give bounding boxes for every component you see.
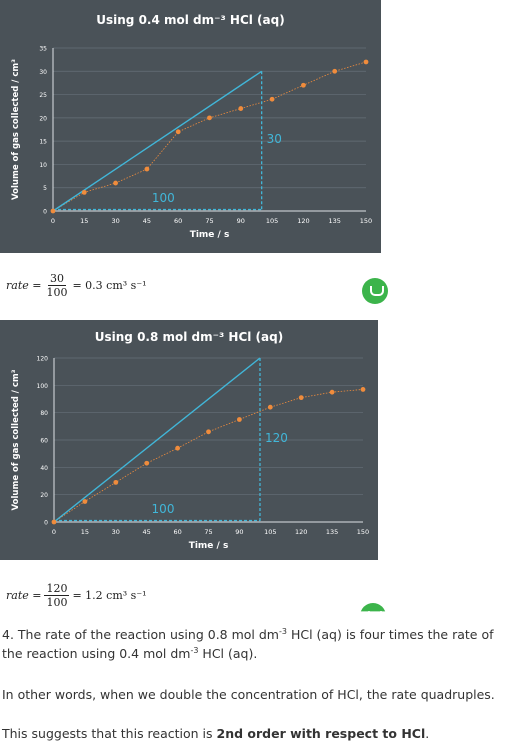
x-tick-label: 75 — [205, 217, 213, 225]
data-point — [329, 389, 335, 395]
data-point — [206, 429, 211, 435]
fraction-numerator: 120 — [44, 582, 70, 596]
fraction-numerator: 30 — [47, 272, 66, 286]
x-tick-label: 120 — [295, 528, 307, 536]
data-point — [175, 129, 181, 135]
x-tick-label: 105 — [264, 528, 276, 536]
rate-formula-2: rate = 120 100 = 1.2 cm³ s⁻¹ — [6, 582, 147, 609]
trend-line — [53, 389, 364, 523]
y-tick-label: 120 — [37, 356, 49, 363]
data-point — [238, 106, 244, 111]
y-tick-label: 10 — [39, 162, 47, 169]
y-tick-label: 0 — [44, 520, 48, 527]
data-point — [113, 180, 118, 186]
data-point — [82, 499, 88, 504]
triangle-base-label: 100 — [152, 502, 175, 516]
formula-prefix: rate = — [6, 279, 42, 292]
data-point — [51, 519, 57, 525]
x-axis-label: Time / s — [189, 541, 229, 551]
data-point — [363, 59, 369, 65]
conclusion-paragraph: 4. The rate of the reaction using 0.8 mo… — [2, 626, 494, 661]
chart-2: Using 0.8 mol dm⁻³ HCl (aq) 0 20 40 60 80 100 1… — [11, 330, 369, 551]
trend-line — [52, 61, 367, 212]
y-tick-label: 0 — [43, 209, 47, 216]
formula-result: = 1.2 cm³ s⁻¹ — [72, 589, 147, 602]
data-point — [269, 96, 275, 102]
x-tick-label: 90 — [235, 528, 243, 536]
chart-1: Using 0.4 mol dm⁻³ HCl (aq) 0 5 10 15 20 25 30 3… — [11, 13, 372, 240]
order-conclusion-paragraph: This suggests that this reaction is 2nd … — [2, 726, 430, 741]
chat-icon[interactable] — [362, 278, 388, 304]
x-tick-label: 60 — [173, 528, 181, 536]
chart-panel-1: Using 0.4 mol dm⁻³ HCl (aq) 0 5 10 15 20 25 30 3… — [0, 0, 381, 253]
data-point — [207, 115, 212, 121]
fraction: 30 100 — [44, 272, 69, 299]
x-tick-label: 15 — [81, 528, 89, 536]
data-point — [298, 395, 304, 401]
data-point — [175, 445, 181, 451]
tangent-line — [52, 70, 263, 212]
x-tick-label: 60 — [174, 217, 182, 225]
x-tick-label: 45 — [143, 217, 151, 225]
data-point — [50, 208, 56, 214]
triangle-height-label: 30 — [267, 132, 282, 146]
explanation-paragraph: In other words, when we double the conce… — [2, 687, 495, 702]
data-point — [332, 68, 338, 74]
formula-result: = 0.3 cm³ s⁻¹ — [72, 279, 147, 292]
x-tick-label: 0 — [51, 217, 55, 225]
x-tick-label: 105 — [266, 217, 278, 225]
x-tick-label: 30 — [112, 528, 120, 536]
y-tick-label: 100 — [37, 383, 49, 390]
fraction-denominator: 100 — [46, 286, 68, 299]
chart-title: Using 0.4 mol dm⁻³ HCl (aq) — [96, 13, 284, 27]
x-tick-label: 120 — [297, 217, 309, 225]
y-axis-label: Volume of gas collected / cm³ — [11, 369, 21, 510]
y-tick-label: 80 — [40, 410, 48, 417]
y-tick-label: 35 — [39, 46, 47, 53]
triangle-height-label: 120 — [265, 431, 288, 445]
data-point — [301, 82, 306, 88]
fraction: 120 100 — [44, 582, 70, 609]
chart-panel-2: Using 0.8 mol dm⁻³ HCl (aq) 0 20 40 60 80 100 1… — [0, 320, 378, 560]
x-tick-label: 150 — [360, 217, 372, 225]
y-tick-label: 60 — [40, 438, 48, 445]
x-tick-label: 45 — [143, 528, 151, 536]
data-point — [113, 479, 119, 485]
data-point — [237, 417, 242, 422]
triangle-base-label: 100 — [152, 191, 175, 205]
tangent-line — [53, 357, 261, 523]
x-tick-label: 90 — [237, 217, 245, 225]
data-point — [144, 460, 150, 466]
chat-icon-partial[interactable] — [360, 603, 386, 612]
x-axis-label: Time / s — [190, 230, 230, 240]
x-tick-label: 135 — [326, 528, 338, 536]
x-tick-label: 30 — [111, 217, 119, 225]
x-tick-label: 75 — [204, 528, 212, 536]
data-point — [360, 387, 366, 392]
data-point — [267, 404, 273, 410]
x-tick-label: 135 — [328, 217, 340, 225]
data-point — [81, 189, 87, 195]
y-tick-label: 25 — [39, 92, 47, 99]
data-point — [144, 166, 150, 172]
formula-prefix: rate = — [6, 589, 42, 602]
x-tick-label: 15 — [80, 217, 88, 225]
y-tick-label: 15 — [39, 139, 47, 146]
order-statement: 2nd order with respect to HCl — [216, 726, 426, 741]
y-axis-label: Volume of gas collected / cm³ — [11, 59, 21, 200]
y-tick-label: 40 — [40, 465, 48, 472]
x-tick-label: 150 — [357, 528, 369, 536]
y-tick-label: 30 — [39, 69, 47, 76]
rate-formula-1: rate = 30 100 = 0.3 cm³ s⁻¹ — [6, 272, 147, 299]
y-tick-label: 20 — [40, 492, 48, 499]
y-tick-label: 5 — [43, 185, 47, 192]
fraction-denominator: 100 — [46, 596, 68, 609]
chart-title: Using 0.8 mol dm⁻³ HCl (aq) — [95, 330, 283, 344]
y-tick-label: 20 — [39, 115, 47, 122]
x-tick-label: 0 — [52, 528, 56, 536]
